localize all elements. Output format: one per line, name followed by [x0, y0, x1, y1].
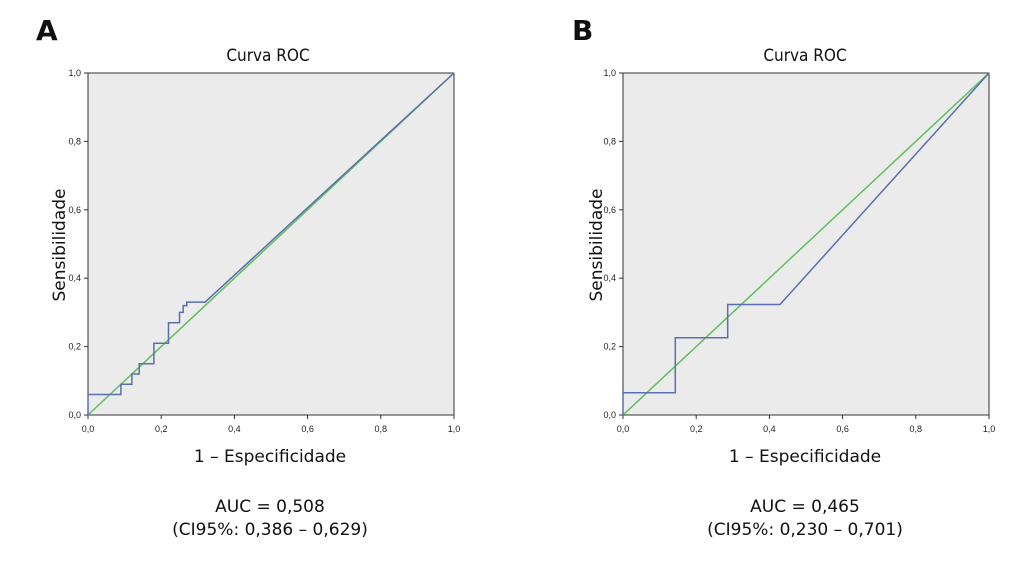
y-axis-label: Sensibilidade [587, 188, 607, 302]
y-tick-label: 0,2 [68, 342, 81, 352]
x-tick-label: 1,0 [448, 424, 461, 434]
y-tick-label: 0,0 [68, 410, 81, 420]
y-tick-label: 0,2 [603, 342, 616, 352]
y-tick-label: 1,0 [68, 68, 81, 78]
y-axis-label: Sensibilidade [50, 188, 70, 302]
chart-title: Curva ROC [226, 46, 310, 66]
auc-confidence-interval: (CI95%: 0,230 – 0,701) [707, 520, 903, 540]
roc-curve-line [87, 72, 455, 415]
reference-diagonal-line [622, 72, 990, 416]
y-tick-label: 0,8 [603, 136, 616, 146]
x-tick-label: 0,2 [690, 424, 703, 434]
x-tick-label: 0,2 [155, 424, 168, 434]
chart-panel-a: A Curva ROC 0,0 0,2 0,4 0,6 0,8 1,0 0,0 0,2 0,4 0… [36, 14, 461, 540]
y-tick-label: 0,0 [603, 410, 616, 420]
y-tick-label: 0,4 [603, 273, 616, 283]
x-tick-label: 1,0 [983, 424, 996, 434]
x-tick-label: 0,4 [228, 424, 241, 434]
roc-plot: 0,0 0,2 0,4 0,6 0,8 1,0 0,0 0,2 0,4 0,6 0,8 1,0 [603, 68, 996, 434]
y-tick-label: 0,6 [603, 205, 616, 215]
roc-curve-line [622, 72, 990, 415]
y-tick-label: 0,4 [68, 273, 81, 283]
roc-plot: 0,0 0,2 0,4 0,6 0,8 1,0 0,0 0,2 0,4 0,6 0,8 1,0 [68, 68, 461, 434]
x-tick-label: 0,6 [301, 424, 314, 434]
y-tick-label: 0,8 [68, 136, 81, 146]
x-axis-label: 1 – Especificidade [193, 447, 347, 467]
auc-confidence-interval: (CI95%: 0,386 – 0,629) [172, 520, 368, 540]
auc-value: AUC = 0,508 [215, 497, 325, 517]
panel-letter: A [36, 14, 58, 47]
x-tick-label: 0,6 [836, 424, 849, 434]
y-tick-label: 1,0 [603, 68, 616, 78]
x-tick-label: 0,0 [617, 424, 630, 434]
x-tick-label: 0,8 [375, 424, 388, 434]
panel-letter: B [572, 14, 594, 47]
auc-value: AUC = 0,465 [750, 497, 860, 517]
x-tick-label: 0,8 [910, 424, 923, 434]
x-tick-label: 0,4 [763, 424, 776, 434]
y-tick-label: 0,6 [68, 205, 81, 215]
chart-title: Curva ROC [763, 46, 847, 66]
x-tick-label: 0,0 [82, 424, 95, 434]
chart-panel-b: B Curva ROC 0,0 0,2 0,4 0,6 0,8 1,0 0,0 0,2 0,4 0… [535, 0, 1024, 571]
x-axis-label: 1 – Especificidade [728, 447, 882, 467]
